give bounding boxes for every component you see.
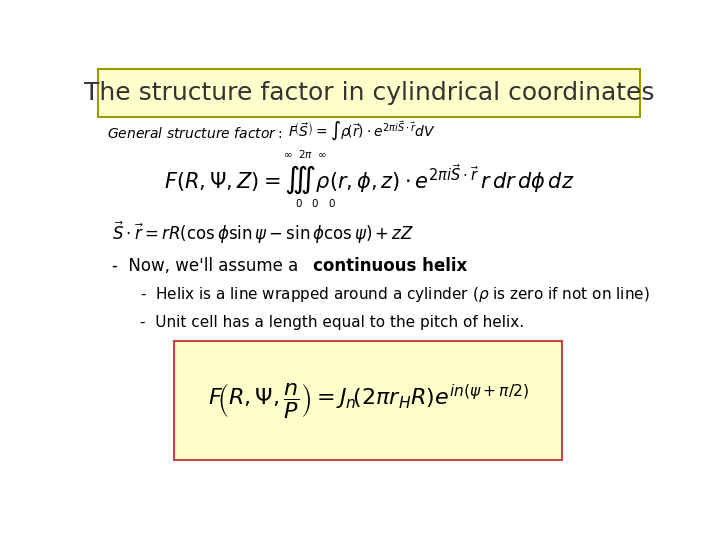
Text: continuous helix: continuous helix [313, 258, 467, 275]
Text: $F\!\left(\vec{S}\right)=\int\rho\!\left(\vec{r}\right)\cdot e^{2\pi i \vec{S}\c: $F\!\left(\vec{S}\right)=\int\rho\!\left… [288, 119, 436, 143]
Text: $F\!\left(R,\Psi,\dfrac{n}{P}\right) = J_n\!\left(2\pi r_H R\right)e^{in(\psi+\p: $F\!\left(R,\Psi,\dfrac{n}{P}\right) = J… [208, 381, 530, 420]
Text: -  Unit cell has a length equal to the pitch of helix.: - Unit cell has a length equal to the pi… [140, 315, 524, 330]
Text: $\infty\ \ 2\pi\ \ \infty$: $\infty\ \ 2\pi\ \ \infty$ [282, 148, 327, 160]
Text: -  Helix is a line wrapped around a cylinder ($\rho$ is zero if not on line): - Helix is a line wrapped around a cylin… [140, 285, 650, 304]
Text: -  Now, we'll assume a: - Now, we'll assume a [112, 258, 304, 275]
FancyBboxPatch shape [174, 341, 562, 460]
Text: :: : [440, 258, 446, 275]
Text: $\vec{S}\cdot\vec{r} = rR(\cos\phi\sin\psi - \sin\phi\cos\psi) + zZ$: $\vec{S}\cdot\vec{r} = rR(\cos\phi\sin\p… [112, 220, 415, 246]
Text: $0\ \ \ 0\ \ \ 0$: $0\ \ \ 0\ \ \ 0$ [295, 197, 337, 210]
FancyBboxPatch shape [99, 69, 639, 117]
Text: $\mathit{General\ structure\ factor:}$: $\mathit{General\ structure\ factor:}$ [107, 126, 282, 141]
Text: The structure factor in cylindrical coordinates: The structure factor in cylindrical coor… [84, 80, 654, 105]
Text: $F(R,\Psi,Z) = \iiint \rho(r,\phi,z)\cdot e^{2\pi i \vec{S}\cdot\vec{r}}\, r\,dr: $F(R,\Psi,Z) = \iiint \rho(r,\phi,z)\cdo… [163, 162, 575, 196]
